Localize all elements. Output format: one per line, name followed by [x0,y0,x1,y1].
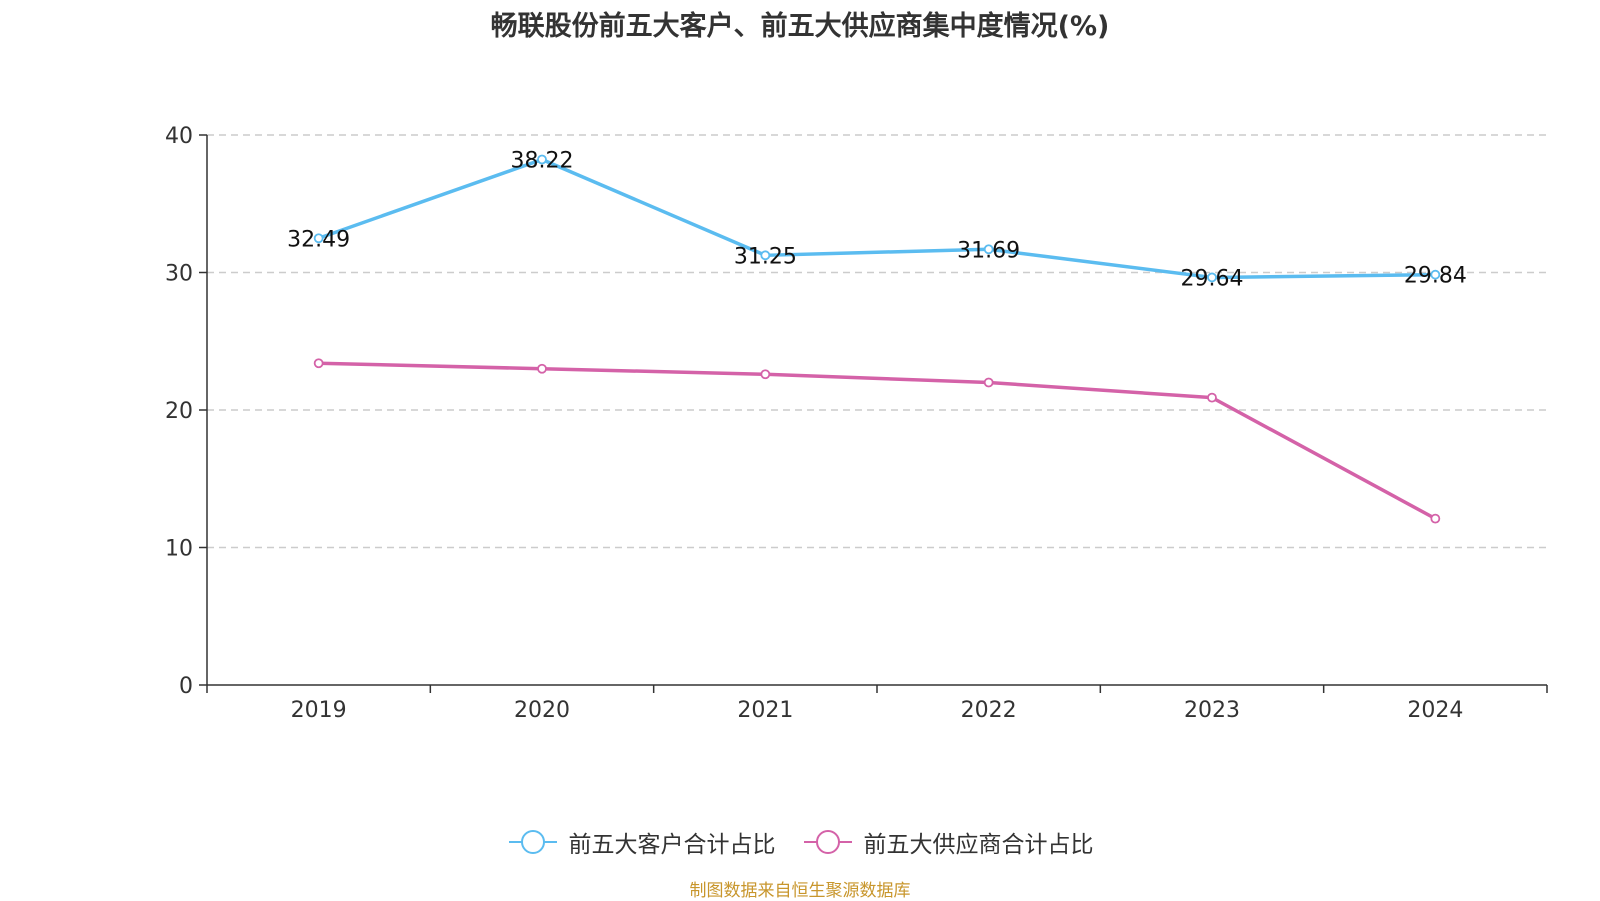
series-point-2 [313,358,324,369]
data-label: 31.69 [957,238,1020,263]
data-label: 29.84 [1404,264,1467,289]
data-label: 38.22 [511,148,574,173]
y-tick-label: 20 [165,399,193,424]
legend-marker-suppliers [803,830,852,854]
data-label: 29.64 [1181,266,1244,291]
series-line-2 [318,361,1437,521]
legend-marker-customers [508,830,557,854]
legend-label-customers: 前五大客户合计占比 [568,832,776,858]
source-note: 制图数据来自恒生聚源数据库 [689,881,911,901]
series-line-1 [318,157,1436,280]
series-point-1 [983,244,994,255]
x-tick-label: 2019 [291,698,347,723]
data-label: 32.49 [287,227,350,252]
y-tick-label: 10 [165,537,193,562]
series-point-2 [1207,392,1217,403]
legend-item-suppliers[interactable]: 前五大供应商合计占比 [802,825,1094,859]
y-tick-label: 0 [179,674,193,699]
y-tick-label: 40 [165,124,193,149]
series-point-1 [760,250,771,261]
series-point-2 [760,369,771,380]
chart-title: 畅联股份前五大客户、前五大供应商集中度情况(%) [490,11,1110,42]
x-tick-label: 2023 [1184,698,1240,723]
x-tick-label: 2021 [737,698,793,723]
x-tick-label: 2022 [961,698,1017,723]
series-point-2 [983,377,994,388]
series-point-1 [313,233,324,244]
legend-item-customers[interactable]: 前五大客户合计占比 [507,825,776,859]
legend: 前五大客户合计占比 前五大供应商合计占比 [0,822,1600,862]
series-point-1 [1207,272,1217,283]
series-point-2 [1430,513,1441,524]
series-point-2 [537,363,547,374]
x-tick-label: 2020 [514,698,570,723]
data-label: 31.25 [734,244,797,269]
series-point-1 [1430,269,1441,280]
y-tick-label: 30 [165,262,193,287]
x-tick-label: 2024 [1407,698,1463,723]
series-point-1 [537,154,547,165]
legend-label-suppliers: 前五大供应商合计占比 [863,832,1094,858]
